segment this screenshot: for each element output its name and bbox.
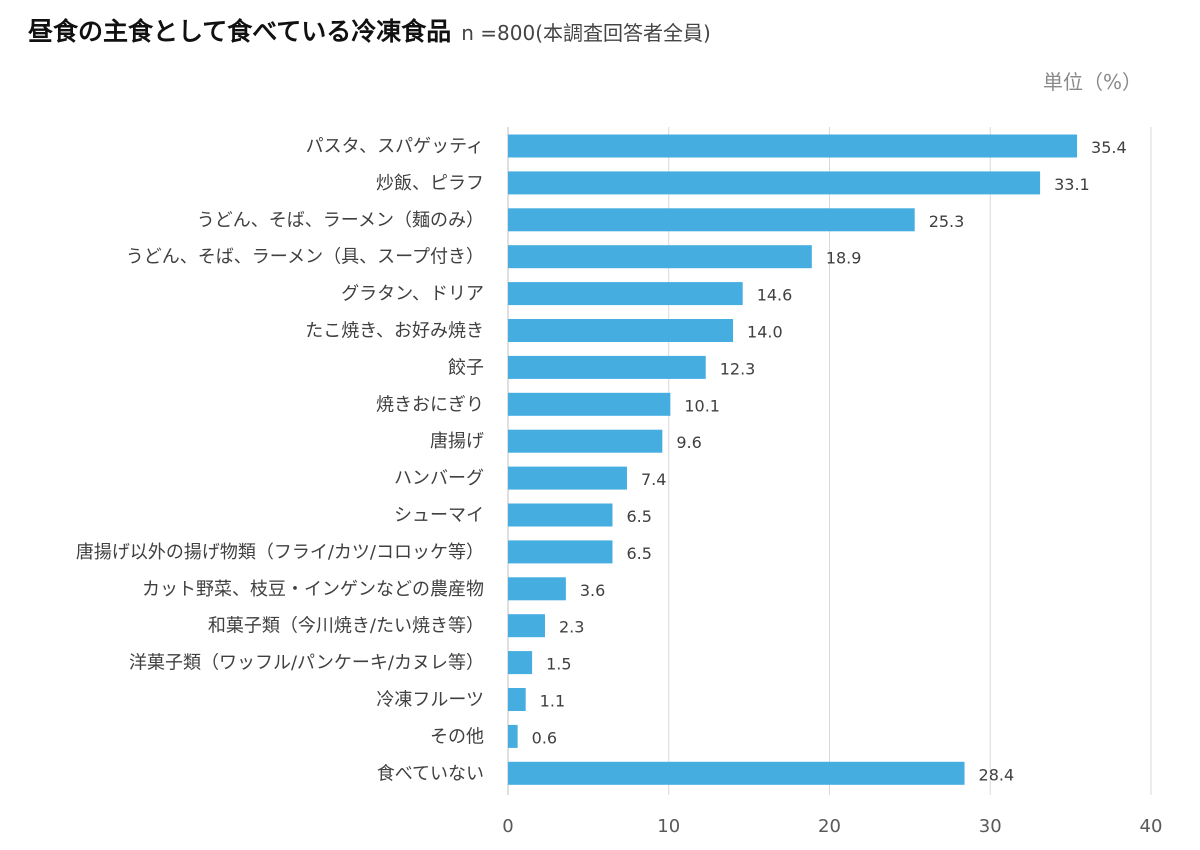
unit-label: 単位（%） xyxy=(1042,70,1142,94)
chart-title: 昼食の主食として食べている冷凍食品 xyxy=(28,17,452,46)
category-label: 唐揚げ以外の揚げ物類（フライ/カツ/コロッケ等） xyxy=(76,542,484,563)
data-label: 6.5 xyxy=(626,507,651,526)
bar xyxy=(508,503,613,527)
bar xyxy=(508,429,663,453)
x-tick-label: 0 xyxy=(502,816,513,837)
category-label: 焼きおにぎり xyxy=(376,394,484,415)
bar xyxy=(508,577,566,601)
category-label: 冷凍フルーツ xyxy=(376,690,484,711)
category-label: 餃子 xyxy=(448,357,484,378)
data-label: 3.6 xyxy=(580,581,605,600)
data-label: 10.1 xyxy=(684,396,720,415)
bar xyxy=(508,355,706,379)
data-label: 33.1 xyxy=(1054,175,1090,194)
data-label: 1.5 xyxy=(546,655,571,674)
bar xyxy=(508,208,915,232)
bar xyxy=(508,614,545,638)
bar xyxy=(508,171,1041,195)
chart-subtitle: n =800(本調査回答者全員) xyxy=(461,21,711,45)
bar xyxy=(508,761,965,785)
x-tick-label: 10 xyxy=(657,816,680,837)
data-label: 14.0 xyxy=(747,323,783,342)
data-label: 1.1 xyxy=(540,692,565,711)
category-label: 唐揚げ xyxy=(430,431,484,452)
data-label: 7.4 xyxy=(641,470,666,489)
data-label: 12.3 xyxy=(720,359,756,378)
data-label: 2.3 xyxy=(559,618,584,637)
data-label: 18.9 xyxy=(826,249,862,268)
bar xyxy=(508,724,518,748)
category-label: 炒飯、ピラフ xyxy=(376,173,484,194)
bar xyxy=(508,319,734,342)
data-label: 9.6 xyxy=(676,433,701,452)
category-label: 和菓子類（今川焼き/たい焼き等） xyxy=(208,616,484,637)
chart-header: 昼食の主食として食べている冷凍食品 n =800(本調査回答者全員) xyxy=(28,12,711,48)
x-tick-label: 30 xyxy=(979,816,1002,837)
data-label: 14.6 xyxy=(757,286,793,305)
category-label: 洋菓子類（ワッフル/パンケーキ/カヌレ等） xyxy=(129,653,484,674)
bar xyxy=(508,245,812,269)
category-label: その他 xyxy=(430,726,484,747)
data-label: 28.4 xyxy=(979,765,1015,784)
bar xyxy=(508,466,627,490)
category-label: ハンバーグ xyxy=(394,468,484,489)
category-label: パスタ、スパゲッティ xyxy=(306,136,484,157)
data-label: 25.3 xyxy=(929,212,965,231)
bar xyxy=(508,282,743,306)
category-label: カット野菜、枝豆・インゲンなどの農産物 xyxy=(142,579,484,600)
category-label: うどん、そば、ラーメン（具、スープ付き） xyxy=(126,247,484,268)
category-label: シューマイ xyxy=(394,505,484,526)
bar xyxy=(508,540,613,564)
bar xyxy=(508,651,533,675)
category-label: たこ焼き、お好み焼き xyxy=(305,321,484,342)
x-tick-label: 20 xyxy=(818,816,841,837)
category-label: 食べていない xyxy=(377,763,484,784)
bar xyxy=(508,134,1078,158)
x-tick-label: 40 xyxy=(1140,816,1163,837)
data-label: 35.4 xyxy=(1091,138,1127,157)
bar xyxy=(508,688,526,711)
data-label: 0.6 xyxy=(532,728,557,747)
category-label: グラタン、ドリア xyxy=(341,284,484,305)
data-label: 6.5 xyxy=(626,544,651,563)
bar xyxy=(508,392,671,416)
category-label: うどん、そば、ラーメン（麺のみ） xyxy=(197,210,484,231)
